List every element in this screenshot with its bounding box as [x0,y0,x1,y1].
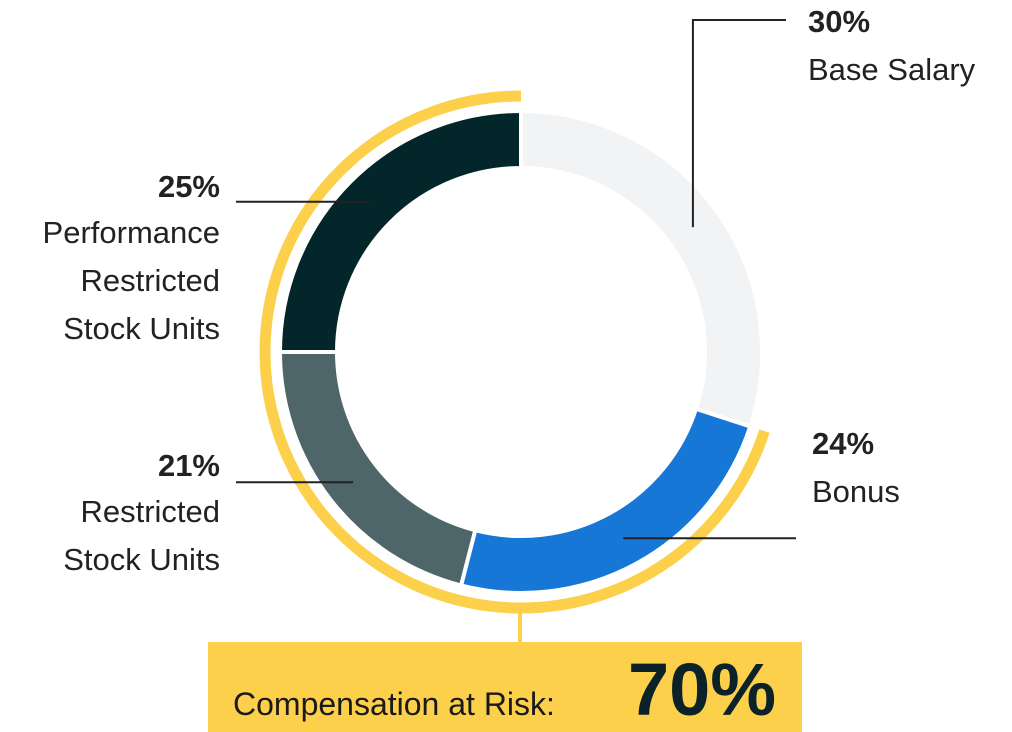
category-label-prsu-line-1: Performance [43,215,220,250]
slice-bonus [458,406,753,595]
value-label-prsu: 25% [158,169,220,204]
leader-lines [236,19,796,540]
value-label-base-salary: 30% [808,4,870,39]
category-label-base-salary: Base Salary [808,52,976,87]
slice-rsu [277,350,478,588]
category-label-prsu-line-3: Stock Units [63,311,220,346]
category-label-rsu-line-1: Restricted [80,494,220,529]
at-risk-value: 70% [628,648,776,731]
slice-prsu [277,108,523,354]
value-label-bonus: 24% [812,426,874,461]
slice-base-salary [519,108,764,429]
donut-slices [277,108,764,595]
category-label-rsu-line-2: Stock Units [63,542,220,577]
category-label-bonus: Bonus [812,474,900,509]
at-risk-arc-layer [259,90,770,614]
leader-line-base-salary [691,19,786,228]
at-risk-arc [259,90,770,614]
at-risk-box [208,642,802,732]
at-risk-label: Compensation at Risk: [233,686,555,722]
value-label-rsu: 21% [158,448,220,483]
category-label-prsu-line-2: Restricted [80,263,220,298]
